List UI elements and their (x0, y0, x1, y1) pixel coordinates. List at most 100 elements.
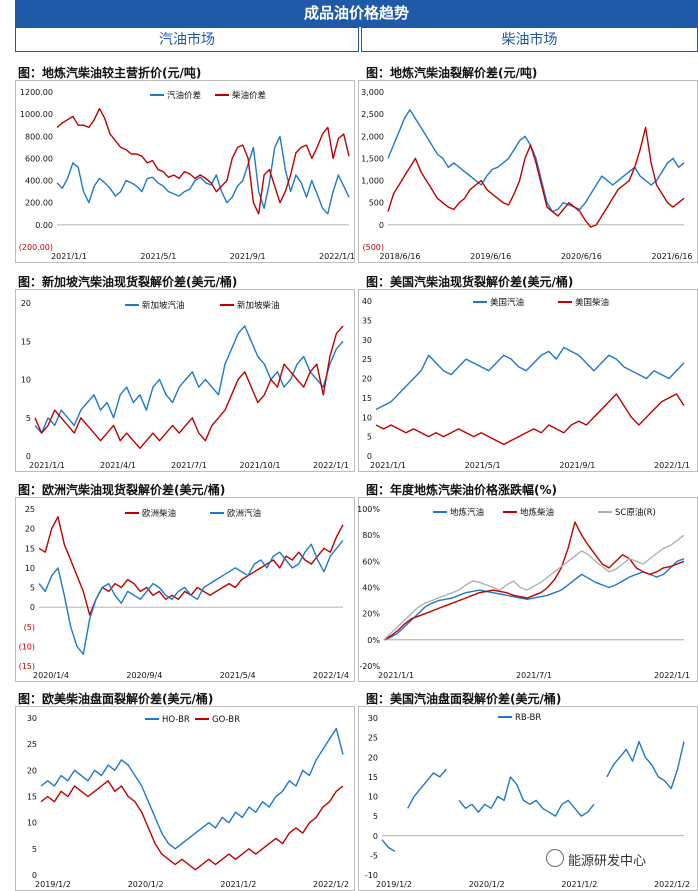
x-tick-label: 2020/1/2 (128, 880, 164, 889)
legend-label: 柴油价差 (232, 90, 266, 101)
x-tick-label: 2021/1/2 (561, 880, 597, 889)
y-tick-label: 20 (25, 525, 35, 534)
chart-title: 图：新加坡汽柴油现货裂解价差(美元/桶) (18, 275, 238, 289)
x-tick-label: 2021/5/1 (140, 252, 176, 261)
line-chart: 100% 80% 60% 40% 20% 0% -20% 2021/1/1 2021/7/1 20… (358, 497, 698, 682)
chart-frame (358, 706, 698, 891)
legend-label: RB-BR (515, 713, 541, 723)
y-tick-label: 1,500 (361, 154, 384, 163)
x-tick-label: 2022/1/2 (313, 880, 349, 889)
y-tick-label: 0 (367, 452, 372, 461)
chart-title: 图：美国汽油盘面裂解价差(美元/桶) (366, 692, 562, 706)
chart-title: 图：年度地炼汽柴油价格涨跌幅(%) (366, 483, 557, 497)
x-tick-label: 2021/1/1 (378, 671, 414, 680)
legend-label: 美国柴油 (575, 297, 609, 308)
x-tick-label: 2020/1/4 (33, 671, 69, 680)
y-tick-label: 1,000 (361, 177, 384, 186)
y-tick-label: 1200.00 (20, 88, 53, 97)
y-tick-label: 800.00 (25, 132, 53, 141)
gasoline-market-header: 汽油市场 (15, 27, 359, 52)
y-tick-label: (5) (24, 623, 35, 632)
y-tick-label: 30 (27, 714, 37, 723)
chart-title: 图：地炼汽柴油裂解价差(元/吨) (366, 66, 538, 80)
y-tick-label: 5 (32, 845, 37, 854)
legend-label: 美国汽油 (490, 297, 524, 308)
y-tick-label: 0 (32, 871, 37, 880)
legend-label: SC原油(R) (615, 507, 656, 518)
x-tick-label: 2021/4/1 (100, 461, 136, 470)
y-tick-label: 15 (21, 337, 31, 346)
chart-title: 图：美国汽柴油现货裂解价差(美元/桶) (366, 275, 574, 289)
x-tick-label: 2020/9/4 (126, 671, 162, 680)
chart-svg: 1200.00 1000.00 800.00 600.00 400.00 200.00 0.… (15, 80, 355, 263)
y-tick-label: 20% (362, 610, 380, 619)
y-tick-label: 0.00 (35, 221, 53, 230)
chart-frame (15, 497, 355, 682)
wechat-icon (546, 849, 564, 867)
line-chart: 1200.00 1000.00 800.00 600.00 400.00 200.00 0.… (15, 80, 355, 263)
x-tick-label: 2022/1/4 (313, 671, 349, 680)
y-tick-label: 15 (27, 793, 37, 802)
y-tick-label: 600.00 (25, 154, 53, 163)
x-tick-label: 2022/1/1 (654, 461, 690, 470)
chart-title: 图：欧美柴油盘面裂解价差(美元/桶) (18, 692, 214, 706)
series-line (56, 107, 350, 215)
legend-label: 欧洲汽油 (227, 508, 261, 519)
y-tick-label: 200.00 (25, 199, 53, 208)
watermark-text: 能源研发中心 (568, 854, 647, 869)
y-tick-label: 20 (368, 753, 378, 762)
legend-label: HO-BR (162, 715, 190, 725)
line-chart: 40 35 30 25 20 15 10 5 0 2021/1/1 2021/5/1 2021/9/1… (358, 289, 698, 472)
y-tick-label: 2,500 (361, 110, 384, 119)
chart-frame (358, 289, 698, 472)
y-tick-label: 10 (25, 564, 35, 573)
series-line (383, 558, 685, 641)
x-tick-label: 2021/7/1 (171, 461, 207, 470)
x-tick-label: 2021/7/1 (516, 671, 552, 680)
y-tick-label: 20 (21, 299, 31, 308)
y-tick-label: 25 (25, 505, 35, 514)
series-line (383, 534, 685, 641)
y-tick-label: 0 (26, 452, 31, 461)
y-tick-label: 500 (369, 199, 384, 208)
y-tick-label: 2,000 (361, 132, 384, 141)
y-tick-label: 5 (367, 433, 372, 442)
series-line (40, 727, 344, 850)
x-tick-label: 2020/1/2 (469, 880, 505, 889)
y-tick-label: 15 (25, 544, 35, 553)
x-tick-label: 2021/10/1 (239, 461, 280, 470)
x-tick-label: 2018/6/16 (379, 252, 420, 261)
y-tick-label: 0% (367, 636, 380, 645)
y-tick-label: 10 (368, 793, 378, 802)
legend-label: 地炼柴油 (520, 507, 554, 518)
legend-label: 新加坡汽油 (142, 300, 185, 311)
y-tick-label: 30 (362, 336, 372, 345)
y-tick-label: 5 (30, 584, 35, 593)
line-chart: 20 15 10 5 0 2021/1/1 2021/4/1 2021/7/1 2021/10/… (15, 289, 355, 472)
y-tick-label: 3,000 (361, 88, 384, 97)
y-tick-label: 10 (362, 413, 372, 422)
series-line (34, 325, 344, 434)
line-chart: 25 20 15 10 5 0 (5) (10) (15) 2020/1/4 2020/9/4 202… (15, 497, 355, 682)
chart-svg: 25 20 15 10 5 0 (5) (10) (15)2020/1/4 2020/9/4 202… (15, 497, 355, 682)
y-tick-label: 20 (362, 375, 372, 384)
chart-svg: 3,000 2,500 2,000 1,500 1,000 500 0 (500)2018/6… (358, 80, 698, 263)
line-chart: 30 25 20 15 10 5 0 -5 -10 2019/1/2 2020/1/2 2021/1/… (358, 706, 698, 891)
y-tick-label: 25 (27, 740, 37, 749)
x-tick-label: 2021/1/2 (220, 880, 256, 889)
x-tick-label: 2021/6/16 (651, 252, 692, 261)
x-tick-label: 2022/1/1 (654, 671, 690, 680)
x-tick-label: 2022/1/1 (313, 461, 349, 470)
y-tick-label: 100% (358, 505, 380, 514)
y-tick-label: 0 (379, 221, 384, 230)
x-tick-label: 2022/1/1 (319, 252, 355, 261)
page-title: 成品油价格趋势 (15, 0, 698, 27)
x-tick-label: 2021/1/1 (370, 461, 406, 470)
series-line (383, 521, 685, 641)
x-tick-label: 2021/9/1 (559, 461, 595, 470)
chart-title: 图：欧洲汽柴油现货裂解价差(美元/桶) (18, 483, 226, 497)
y-tick-label: 25 (368, 734, 378, 743)
legend-label: 欧洲柴油 (142, 508, 176, 519)
